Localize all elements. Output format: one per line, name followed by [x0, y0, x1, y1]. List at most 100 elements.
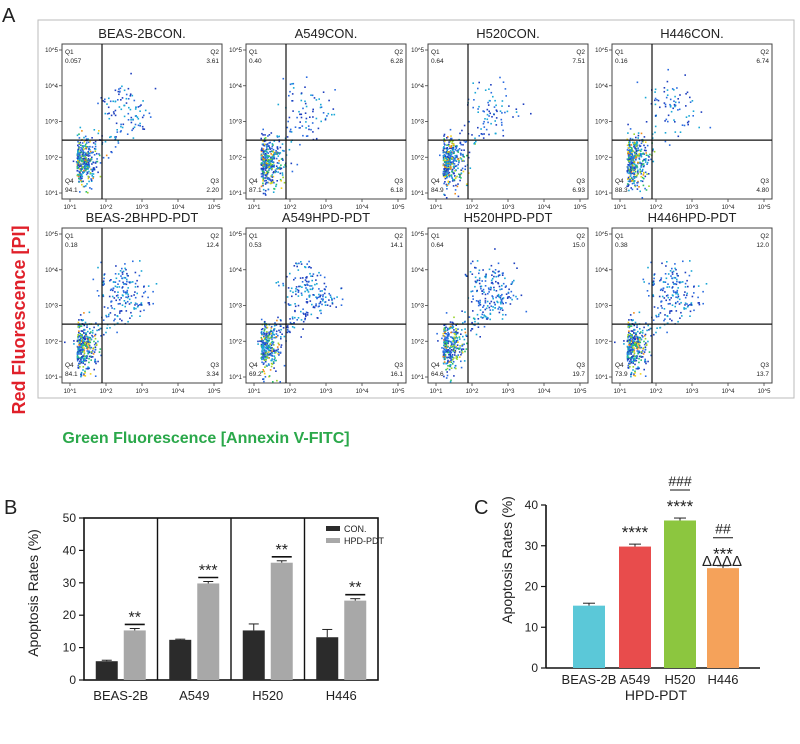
facs-event-dot	[484, 118, 486, 120]
facs-event-dot	[482, 122, 485, 125]
facs-event-dot	[331, 302, 334, 305]
facs-event-dot	[674, 104, 677, 107]
facs-event-dot	[636, 188, 639, 190]
facs-event-dot	[261, 333, 263, 336]
facs-event-dot	[134, 304, 136, 306]
facs-event-dot	[138, 274, 141, 277]
facs-event-dot	[264, 150, 266, 153]
facs-event-dot	[271, 147, 273, 150]
y-axis-label: Red Fluorescence [PI]	[9, 225, 29, 414]
quadrant-value-q2: 12.4	[206, 242, 219, 249]
facs-event-dot	[450, 162, 452, 164]
facs-event-dot	[448, 353, 450, 356]
facs-event-dot	[269, 141, 271, 144]
facs-event-dot	[442, 155, 445, 158]
facs-event-dot	[83, 352, 86, 354]
facs-event-dot	[684, 291, 686, 293]
facs-event-dot	[103, 283, 105, 285]
facs-event-dot	[463, 360, 466, 362]
facs-event-dot	[633, 374, 635, 377]
facs-event-dot	[267, 156, 269, 158]
facs-event-dot	[90, 158, 93, 161]
facs-event-dot	[261, 164, 264, 167]
x-tick-label: 10^5	[208, 389, 221, 395]
facs-event-dot	[449, 381, 452, 383]
facs-event-dot	[128, 298, 131, 301]
y-tick-label-c: 40	[525, 498, 539, 512]
facs-event-dot	[444, 331, 446, 333]
facs-event-dot	[304, 318, 306, 321]
facs-event-dot	[90, 180, 93, 182]
facs-event-dot	[637, 366, 639, 368]
facs-event-dot	[276, 180, 278, 182]
facs-event-dot	[629, 151, 631, 153]
facs-event-dot	[666, 94, 669, 96]
facs-event-dot	[90, 356, 93, 358]
facs-event-dot	[86, 357, 88, 359]
x-tick-label: 10^4	[172, 389, 185, 395]
facs-event-dot	[109, 289, 112, 291]
facs-event-dot	[443, 147, 446, 150]
x-tick-label: 10^1	[64, 205, 77, 211]
facs-event-dot	[309, 288, 312, 291]
facs-event-dot	[630, 150, 633, 152]
facs-event-dot	[113, 308, 116, 310]
facs-event-dot	[450, 137, 453, 140]
facs-event-dot	[260, 158, 263, 161]
facs-event-dot	[627, 157, 630, 159]
facs-event-dot	[279, 168, 282, 170]
facs-event-dot	[494, 248, 496, 250]
facs-event-dot	[498, 306, 500, 308]
facs-event-dot	[640, 155, 643, 158]
facs-event-dot	[306, 288, 308, 291]
facs-event-dot	[453, 163, 456, 165]
facs-event-dot	[77, 335, 80, 338]
facs-event-dot	[460, 348, 463, 351]
facs-event-dot	[456, 356, 459, 358]
y-tick-label: 10^1	[45, 375, 58, 381]
facs-event-dot	[443, 353, 446, 356]
quadrant-label-q1: Q1	[65, 49, 74, 56]
facs-event-dot	[489, 302, 491, 305]
x-tick-label: 10^3	[502, 205, 515, 211]
facs-event-dot	[479, 285, 482, 288]
facs-event-dot	[265, 166, 267, 168]
facs-event-dot	[274, 359, 277, 362]
facs-event-dot	[340, 287, 343, 289]
facs-event-dot	[646, 144, 649, 147]
facs-event-dot	[132, 137, 135, 139]
facs-event-dot	[483, 291, 485, 293]
facs-event-dot	[641, 329, 644, 332]
facs-event-dot	[445, 312, 448, 314]
facs-event-dot	[449, 160, 451, 162]
facs-event-dot	[678, 101, 680, 104]
facs-event-dot	[637, 338, 639, 340]
facs-event-dot	[93, 326, 95, 329]
facs-event-dot	[453, 332, 455, 335]
facs-event-dot	[645, 189, 648, 191]
facs-event-dot	[103, 333, 105, 336]
facs-event-dot	[443, 348, 446, 351]
facs-event-dot	[630, 361, 633, 364]
facs-event-dot	[460, 333, 462, 335]
facs-event-dot	[300, 336, 302, 338]
x-tick-label: 10^2	[466, 205, 479, 211]
facs-event-dot	[623, 343, 625, 345]
facs-event-dot	[262, 363, 265, 365]
facs-event-dot	[630, 371, 633, 374]
facs-event-dot	[95, 362, 97, 365]
facs-event-dot	[449, 128, 452, 131]
facs-event-dot	[452, 326, 455, 328]
facs-event-dot	[81, 330, 84, 332]
facs-event-dot	[643, 335, 646, 337]
facs-event-dot	[77, 150, 79, 152]
facs-event-dot	[277, 148, 279, 150]
facs-event-dot	[663, 90, 666, 93]
facs-event-dot	[671, 267, 673, 270]
facs-event-dot	[443, 151, 445, 153]
facs-event-dot	[317, 296, 320, 299]
facs-event-dot	[452, 156, 455, 159]
bar-hpd-pdt	[344, 600, 367, 680]
facs-event-dot	[459, 338, 461, 340]
